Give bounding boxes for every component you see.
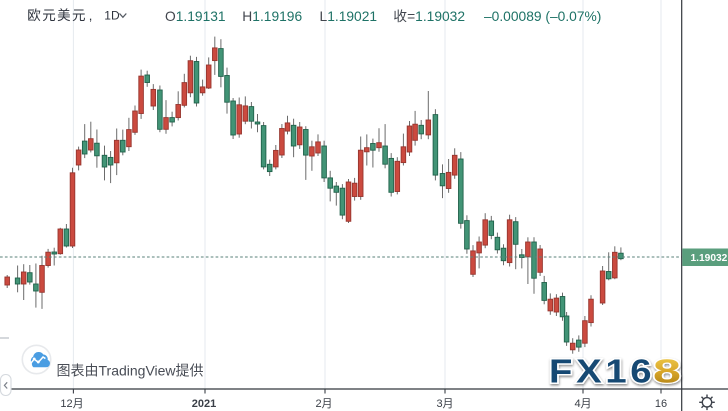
svg-text:12月: 12月 xyxy=(60,398,83,410)
svg-text:欧元美元: 欧元美元 xyxy=(27,8,87,23)
svg-text:O1.19131: O1.19131 xyxy=(165,9,226,24)
svg-text:1D: 1D xyxy=(104,8,120,22)
svg-text:FX16: FX16 xyxy=(549,353,655,390)
svg-text:,: , xyxy=(89,8,93,23)
svg-text:H1.19196: H1.19196 xyxy=(242,9,302,24)
svg-text:3月: 3月 xyxy=(436,398,453,410)
svg-text:图表由TradingView提供: 图表由TradingView提供 xyxy=(57,363,204,379)
svg-text:2月: 2月 xyxy=(315,398,332,410)
svg-text:4月: 4月 xyxy=(574,398,591,410)
svg-text:16: 16 xyxy=(655,398,667,410)
svg-text:收=1.19032: 收=1.19032 xyxy=(393,9,465,24)
svg-text:–0.00089 (–0.07%): –0.00089 (–0.07%) xyxy=(484,9,601,24)
svg-text:8: 8 xyxy=(653,353,681,390)
svg-text:2021: 2021 xyxy=(192,398,216,410)
svg-text:L1.19021: L1.19021 xyxy=(320,9,378,24)
svg-text:1.19032: 1.19032 xyxy=(691,253,728,264)
